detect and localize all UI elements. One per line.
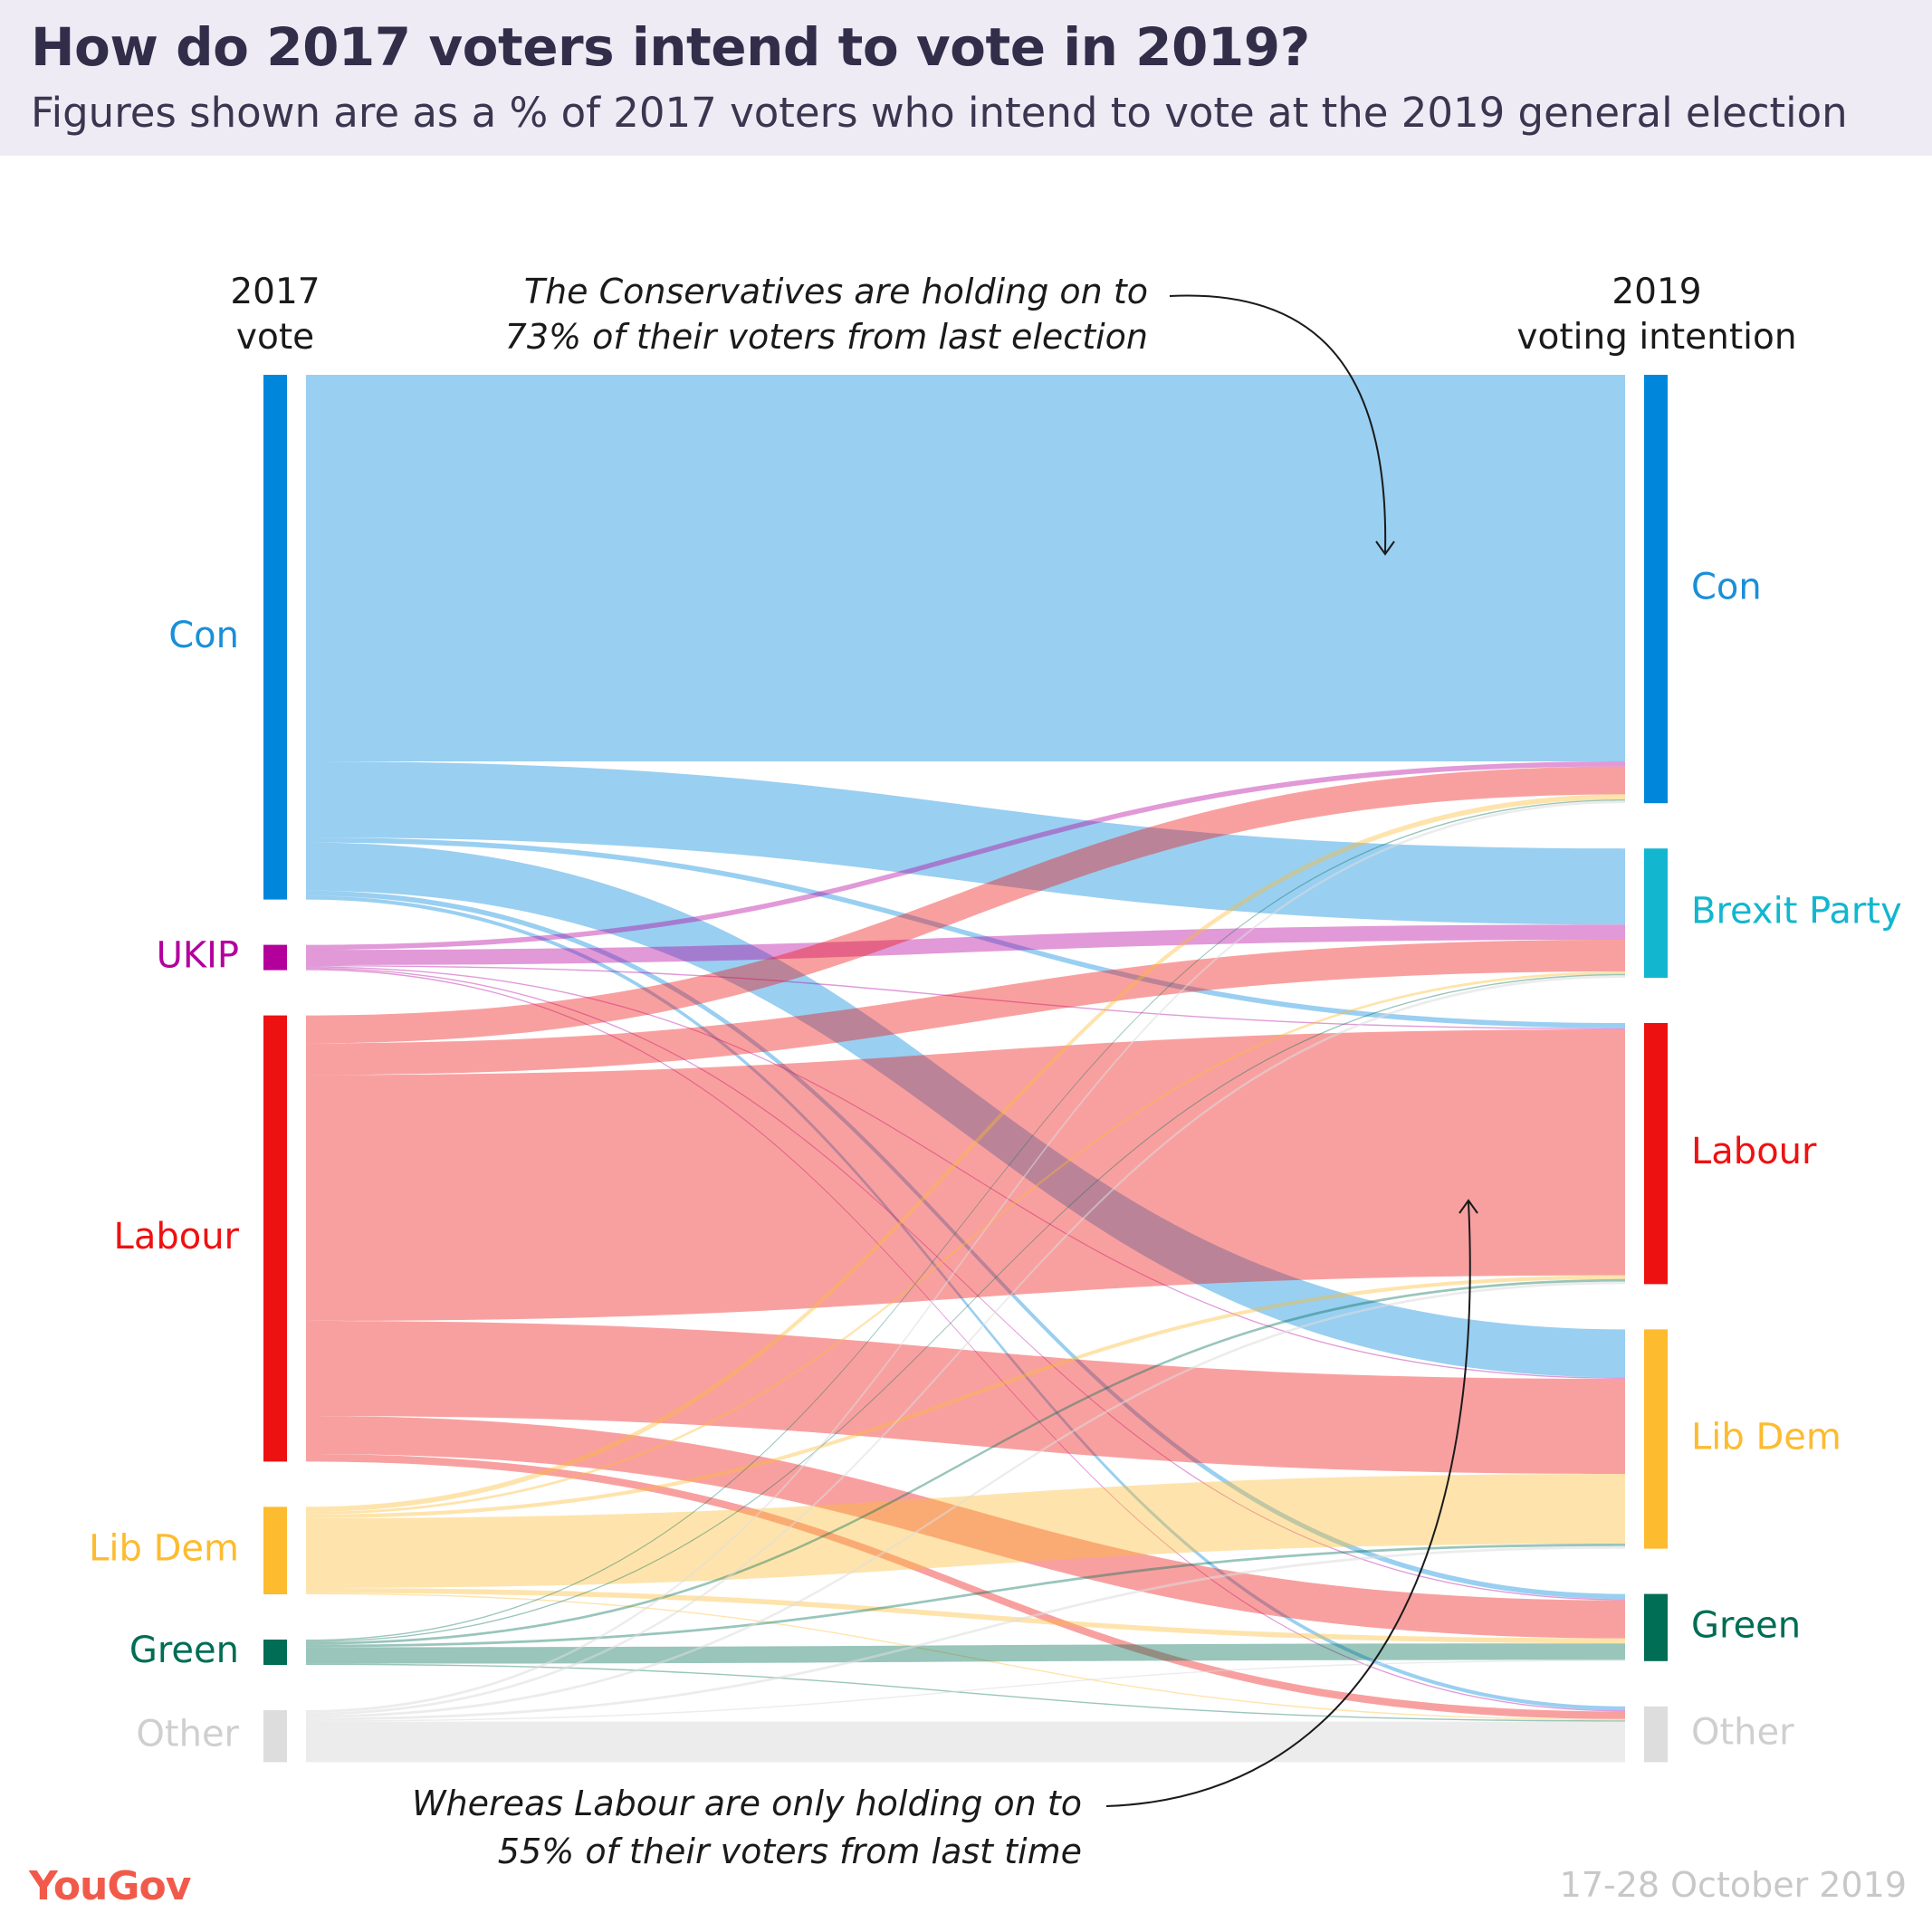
flow-ukip-to-con: [306, 761, 1625, 951]
flow-labour-to-lib-dem: [306, 1321, 1625, 1474]
flow-lib-dem-to-brexit-party: [306, 971, 1625, 1515]
flow-con-to-con: [306, 375, 1625, 761]
header-band: How do 2017 voters intend to vote in 201…: [0, 0, 1932, 156]
flow-other-to-lib-dem: [306, 1545, 1625, 1721]
left-column-title-line1: 2017: [230, 272, 320, 312]
flow-other-to-con: [306, 800, 1625, 1713]
annotation-bottom-line1: Whereas Labour are only holding on to: [412, 1784, 1082, 1823]
flow-lib-dem-to-labour: [306, 1275, 1625, 1518]
target-label-con: Con: [1691, 567, 1762, 608]
flow-con-to-other: [306, 895, 1625, 1710]
source-label-lib-dem: Lib Dem: [89, 1528, 239, 1570]
source-node-ukip: [263, 944, 287, 971]
annotation-top-arrow: [1169, 294, 1387, 553]
target-label-lib-dem: Lib Dem: [1691, 1417, 1841, 1459]
target-label-other: Other: [1691, 1712, 1794, 1754]
target-node-other: [1644, 1706, 1668, 1763]
annotation-bottom-line2: 55% of their voters from last time: [498, 1832, 1082, 1871]
flow-other-to-brexit-party: [306, 975, 1625, 1716]
flow-labour-to-labour: [306, 1029, 1625, 1321]
source-node-other: [263, 1710, 287, 1763]
flow-green-to-brexit-party: [306, 973, 1625, 1642]
chart-subtitle: Figures shown are as a % of 2017 voters …: [31, 89, 1848, 137]
annotation-top-line1: The Conservatives are holding on to: [524, 272, 1148, 311]
left-column-title-line2: vote: [236, 317, 314, 358]
source-label-con: Con: [168, 615, 239, 656]
flow-ukip-to-other: [306, 969, 1625, 1712]
survey-date: 17-28 October 2019: [1559, 1865, 1907, 1905]
annotation-bottom-arrow: [1105, 1201, 1471, 1807]
flow-other-to-green: [306, 1659, 1625, 1722]
flow-labour-to-brexit-party: [306, 940, 1625, 1076]
flow-labour-to-other: [306, 1454, 1625, 1719]
flow-ukip-to-labour: [306, 965, 1625, 1029]
source-label-green: Green: [129, 1630, 239, 1671]
source-label-labour: Labour: [114, 1216, 240, 1258]
source-node-labour: [263, 1015, 287, 1462]
target-node-green: [1644, 1593, 1668, 1661]
flow-ukip-to-brexit-party: [306, 924, 1625, 965]
flow-other-to-other: [306, 1721, 1625, 1763]
flow-green-to-green: [306, 1643, 1625, 1664]
flow-green-to-con: [306, 799, 1625, 1641]
flow-con-to-lib-dem: [306, 842, 1625, 1378]
yougov-logo: YouGov: [29, 1863, 191, 1909]
flow-con-to-green: [306, 890, 1625, 1600]
flow-green-to-other: [306, 1663, 1625, 1722]
right-column-title-line1: 2019: [1612, 272, 1701, 312]
flow-layer: [306, 375, 1625, 1763]
flow-ukip-to-green: [306, 967, 1625, 1601]
flow-labour-to-green: [306, 1416, 1625, 1639]
source-node-green: [263, 1640, 287, 1665]
annotation-top-arrowhead: [1375, 540, 1395, 556]
flow-con-to-brexit-party: [306, 761, 1625, 925]
flow-lib-dem-to-lib-dem: [306, 1474, 1625, 1588]
flow-green-to-labour: [306, 1278, 1625, 1645]
flow-green-to-lib-dem: [306, 1544, 1625, 1648]
right-column-title-line2: voting intention: [1516, 317, 1796, 358]
flow-lib-dem-to-green: [306, 1588, 1625, 1644]
flow-lib-dem-to-other: [306, 1592, 1625, 1721]
chart-title: How do 2017 voters intend to vote in 201…: [31, 16, 1310, 78]
flow-ukip-to-lib-dem: [306, 966, 1625, 1379]
target-label-labour: Labour: [1691, 1131, 1817, 1172]
flow-con-to-labour: [306, 837, 1625, 1028]
source-node-lib-dem: [263, 1506, 287, 1594]
label-layer: Con UKIP Labour Lib Dem Green Other Con Brexit …: [89, 567, 1902, 1755]
target-label-brexit-party: Brexit Party: [1691, 891, 1902, 933]
flow-labour-to-con: [306, 766, 1625, 1044]
source-label-other: Other: [136, 1714, 239, 1755]
node-layer: [263, 375, 1668, 1763]
source-node-con: [263, 375, 287, 900]
target-node-con: [1644, 375, 1668, 804]
target-node-lib-dem: [1644, 1329, 1668, 1549]
target-node-labour: [1644, 1023, 1668, 1285]
target-node-brexit-party: [1644, 848, 1668, 978]
target-label-green: Green: [1691, 1605, 1801, 1647]
flow-lib-dem-to-con: [306, 794, 1625, 1512]
annotation-bottom-arrowhead: [1459, 1199, 1478, 1214]
annotation-top-line2: 73% of their voters from last election: [505, 317, 1148, 357]
source-label-ukip: UKIP: [157, 935, 239, 977]
flow-other-to-labour: [306, 1281, 1625, 1718]
